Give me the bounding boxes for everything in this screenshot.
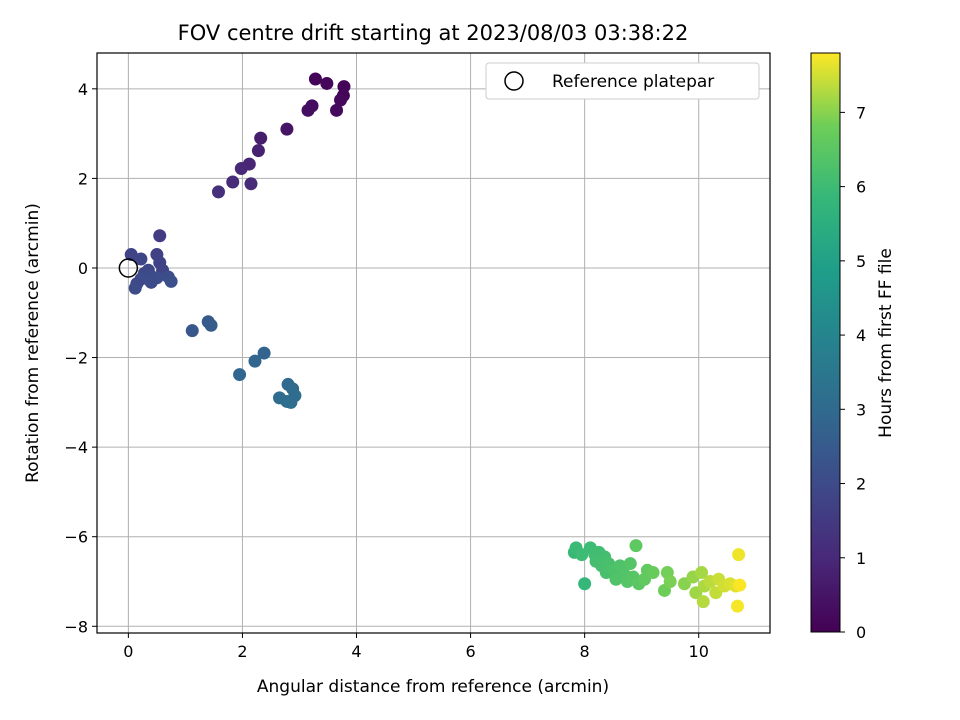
data-point: [124, 248, 138, 262]
data-point: [226, 175, 240, 189]
colorbar-tick-label: 6: [856, 178, 866, 197]
colorbar-label: Hours from first FF file: [876, 248, 896, 438]
reference-marker: [118, 258, 139, 278]
legend: Reference platepar: [485, 62, 760, 100]
data-point: [233, 368, 247, 382]
x-tick-label: 6: [465, 642, 475, 661]
data-point: [257, 346, 271, 360]
colorbar: 0 1 2 3 4 5 6 7 Hours from first FF file: [810, 52, 896, 642]
data-point: [629, 539, 643, 553]
data-point: [211, 185, 225, 199]
data-point: [234, 162, 248, 176]
data-point: [251, 144, 265, 158]
colorbar-tick-label: 5: [856, 252, 866, 271]
data-point: [185, 324, 199, 338]
x-axis-label: Angular distance from reference (arcmin): [257, 677, 609, 697]
data-point: [144, 275, 158, 289]
data-point: [128, 281, 142, 295]
data-point: [301, 103, 315, 117]
data-points: [124, 72, 747, 613]
data-point: [164, 274, 178, 288]
data-point: [578, 577, 592, 591]
y-tick-label: −8: [64, 617, 88, 636]
data-point: [280, 122, 294, 136]
data-point: [733, 578, 747, 592]
legend-marker: [504, 71, 524, 91]
data-point: [730, 599, 744, 613]
colorbar-ticks: 0 1 2 3 4 5 6 7: [840, 103, 866, 642]
colorbar-tick-label: 1: [856, 549, 866, 568]
data-point: [732, 548, 746, 562]
gridlines: [97, 53, 770, 633]
x-tick-label: 10: [689, 642, 709, 661]
data-point: [204, 318, 218, 332]
colorbar-tick-label: 4: [856, 326, 866, 345]
y-tick-label: −6: [64, 528, 88, 547]
plot-frame: [96, 52, 771, 634]
data-point: [330, 103, 344, 117]
data-point: [646, 566, 660, 580]
data-point: [134, 252, 148, 266]
data-point: [623, 557, 637, 571]
x-tick-label: 0: [123, 642, 133, 661]
legend-entry: Reference platepar: [552, 72, 714, 92]
y-tick-label: 4: [78, 80, 88, 99]
x-tick-label: 8: [580, 642, 590, 661]
legend-box: [485, 62, 760, 100]
y-tick-label: −2: [64, 349, 88, 368]
data-point: [334, 93, 348, 107]
colorbar-gradient: [810, 52, 841, 633]
y-axis-label: Rotation from reference (arcmin): [23, 203, 43, 483]
data-point: [696, 595, 710, 609]
data-point: [153, 229, 167, 243]
colorbar-tick-label: 0: [856, 623, 866, 642]
y-tick-label: 2: [78, 169, 88, 188]
y-tick-label: −4: [64, 438, 88, 457]
colorbar-tick-label: 2: [856, 475, 866, 494]
colorbar-tick-label: 3: [856, 400, 866, 419]
data-point: [663, 574, 677, 588]
data-point: [308, 72, 322, 86]
data-point: [320, 76, 334, 90]
x-tick-label: 4: [351, 642, 361, 661]
y-axis-ticks: −8 −6 −4 −2 0 2 4: [64, 80, 97, 636]
colorbar-tick-label: 7: [856, 103, 866, 122]
data-point: [288, 389, 302, 403]
data-point: [244, 177, 258, 191]
data-point: [695, 566, 709, 580]
x-tick-label: 2: [237, 642, 247, 661]
data-point: [248, 354, 262, 368]
x-axis-ticks: 0 2 4 6 8 10: [123, 633, 709, 661]
chart-title: FOV centre drift starting at 2023/08/03 …: [178, 21, 689, 45]
data-point: [254, 131, 268, 145]
y-tick-label: 0: [78, 259, 88, 278]
